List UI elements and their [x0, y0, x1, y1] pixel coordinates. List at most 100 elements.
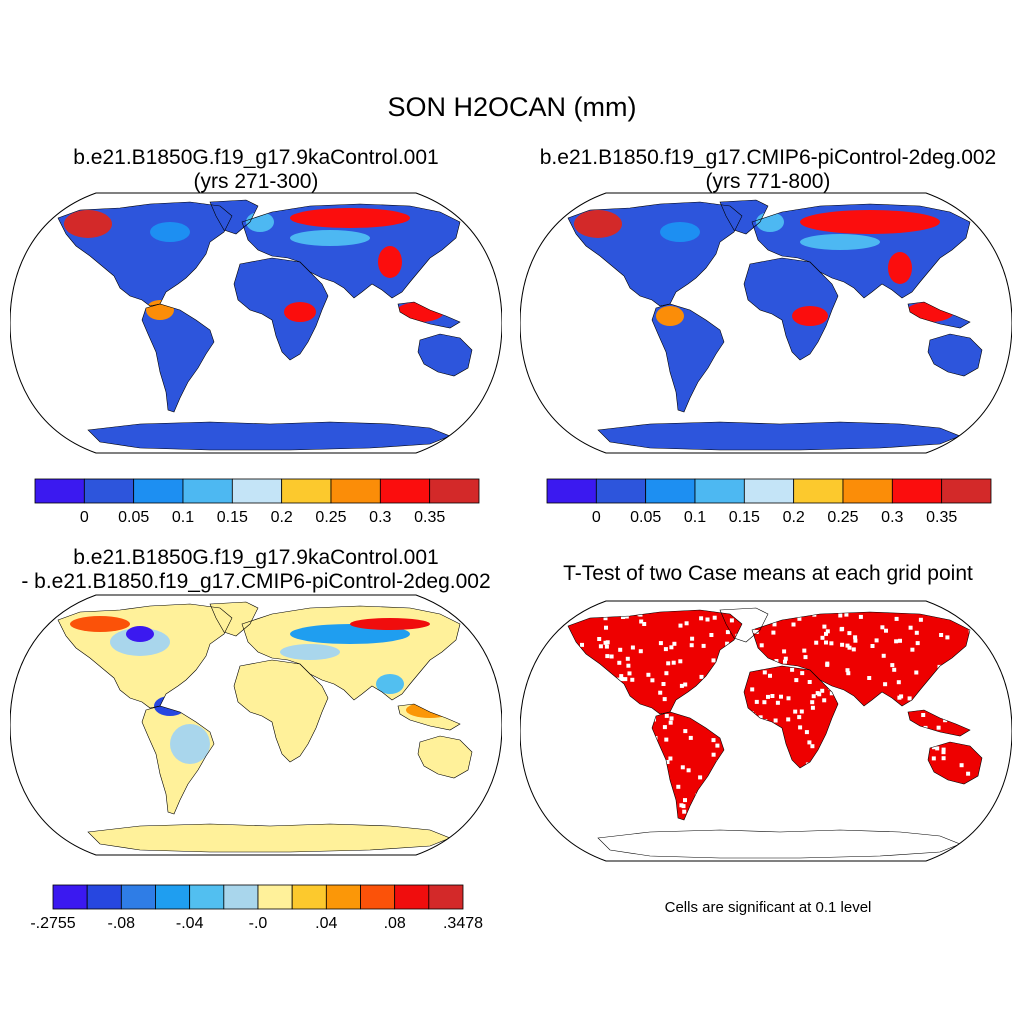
- panel-1-title-line-1: b.e21.B1850G.f19_g17.9kaControl.001: [73, 146, 439, 169]
- land-australia: [418, 736, 472, 778]
- nonsignificant-cell: [733, 668, 737, 673]
- nonsignificant-cell: [921, 805, 926, 810]
- coastline: [397, 703, 461, 731]
- nonsignificant-cell: [910, 732, 915, 737]
- nonsignificant-cell: [833, 753, 838, 758]
- colorbar-tick-label: 0.35: [414, 509, 445, 526]
- nonsignificant-cell: [815, 691, 820, 696]
- nonsignificant-cell: [608, 729, 613, 734]
- nonsignificant-cell: [797, 715, 802, 720]
- nonsignificant-cell: [645, 743, 650, 748]
- colorbar-tick-label: 0.3: [369, 509, 391, 526]
- nonsignificant-cell: [698, 775, 703, 780]
- nonsignificant-cell: [664, 737, 669, 742]
- coastline: [907, 709, 971, 737]
- nonsignificant-cell: [733, 666, 738, 671]
- nonsignificant-cell: [573, 763, 578, 768]
- nonsignificant-cell: [820, 688, 825, 693]
- colorbar-swatch: [429, 478, 480, 504]
- nonsignificant-cell: [627, 671, 632, 676]
- nonsignificant-cell: [668, 756, 673, 761]
- nonsignificant-cell: [751, 713, 756, 718]
- nonsignificant-cell: [612, 702, 617, 707]
- coastline: [209, 199, 259, 235]
- colorbar-tick-label: 0.2: [783, 509, 805, 526]
- nonsignificant-cell: [609, 739, 614, 744]
- panel-3-colorbar: -.2755 -.08 -.04 -.0 .04 .08 .3478: [30, 884, 483, 934]
- coastline: [233, 659, 329, 763]
- nonsignificant-cell: [646, 672, 651, 677]
- nonsignificant-cell: [859, 750, 864, 755]
- nonsignificant-cell: [822, 698, 827, 703]
- nonsignificant-cell: [840, 642, 845, 647]
- value-region: [350, 618, 430, 630]
- nonsignificant-cell: [619, 700, 624, 705]
- nonsignificant-cell: [693, 689, 698, 694]
- nonsignificant-cell: [624, 614, 629, 619]
- nonsignificant-cell: [774, 752, 778, 757]
- nonsignificant-cell: [711, 695, 716, 700]
- nonsignificant-cell: [925, 694, 930, 699]
- colorbar-tick-label: 0: [80, 509, 89, 526]
- land-southAmerica: [652, 712, 724, 820]
- nonsignificant-cell: [616, 677, 621, 682]
- nonsignificant-cell: [602, 797, 607, 802]
- coastline: [927, 333, 983, 377]
- nonsignificant-cell: [692, 801, 697, 806]
- nonsignificant-cell: [851, 731, 856, 735]
- nonsignificant-cell: [790, 778, 795, 783]
- nonsignificant-cell: [803, 655, 808, 660]
- nonsignificant-cell: [847, 797, 852, 802]
- nonsignificant-cell: [758, 805, 762, 810]
- colorbar-swatch: [941, 478, 992, 504]
- nonsignificant-cell: [639, 809, 644, 814]
- nonsignificant-cell: [650, 678, 655, 683]
- land-southAmerica: [142, 304, 214, 412]
- colorbar-swatch: [52, 884, 88, 910]
- colorbar-swatch: [155, 884, 191, 910]
- nonsignificant-cell: [725, 641, 730, 646]
- nonsignificant-cell: [803, 794, 808, 799]
- colorbar-tick-label: 0.1: [684, 509, 706, 526]
- nonsignificant-cell: [667, 788, 672, 793]
- value-region: [656, 306, 684, 326]
- nonsignificant-cell: [755, 759, 760, 764]
- nonsignificant-cell: [668, 801, 673, 806]
- nonsignificant-cell: [871, 710, 876, 715]
- nonsignificant-cell: [765, 807, 770, 812]
- nonsignificant-cell: [964, 733, 969, 738]
- nonsignificant-cell: [824, 631, 828, 636]
- colorbar-tick-label: .08: [384, 915, 406, 932]
- nonsignificant-cell: [624, 756, 629, 761]
- nonsignificant-cell: [804, 730, 809, 735]
- land-africa: [234, 258, 328, 360]
- nonsignificant-cell: [822, 624, 827, 629]
- nonsignificant-cell: [791, 622, 796, 627]
- nonsignificant-cell: [652, 717, 656, 722]
- colorbar-swatch: [891, 478, 943, 504]
- coastline: [743, 257, 839, 361]
- colorbar-tick-label: 0.2: [271, 509, 293, 526]
- nonsignificant-cell: [757, 722, 762, 727]
- nonsignificant-cell: [577, 648, 582, 653]
- panel-2-title-line-2: (yrs 771-800): [705, 170, 831, 193]
- nonsignificant-cell: [619, 674, 624, 679]
- value-region: [64, 210, 112, 238]
- nonsignificant-cell: [884, 628, 888, 633]
- nonsignificant-cell: [945, 682, 950, 686]
- land-africa: [744, 666, 838, 768]
- nonsignificant-cell: [639, 771, 644, 776]
- nonsignificant-cell: [712, 615, 717, 620]
- coastline: [719, 199, 769, 235]
- nonsignificant-cell: [825, 662, 830, 667]
- land-australia: [418, 334, 472, 376]
- value-region: [150, 222, 190, 242]
- nonsignificant-cell: [577, 674, 582, 678]
- nonsignificant-cell: [966, 790, 971, 795]
- nonsignificant-cell: [853, 638, 858, 643]
- nonsignificant-cell: [761, 810, 766, 815]
- nonsignificant-cell: [772, 622, 777, 627]
- nonsignificant-cell: [965, 613, 970, 618]
- nonsignificant-cell: [680, 765, 685, 770]
- nonsignificant-cell: [921, 713, 926, 717]
